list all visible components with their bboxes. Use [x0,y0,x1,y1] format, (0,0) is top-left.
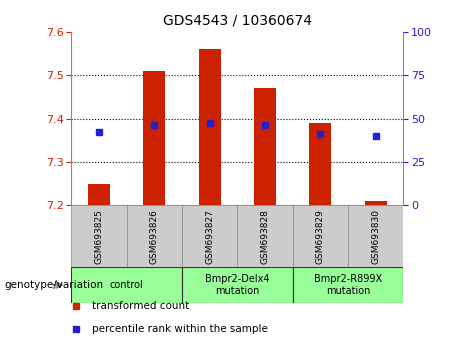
Bar [293,205,348,267]
Bar [309,123,331,205]
Bar [127,205,182,267]
Bar [348,205,403,267]
Bar [71,267,182,303]
Text: Bmpr2-R899X
mutation: Bmpr2-R899X mutation [314,274,382,296]
Text: transformed count: transformed count [92,301,189,311]
Bar [88,184,110,205]
Text: GSM693827: GSM693827 [205,209,214,264]
Bar [237,205,293,267]
Bar [71,205,127,267]
Text: GSM693825: GSM693825 [95,209,104,264]
Bar [182,205,237,267]
Bar [293,267,403,303]
Bar [365,201,387,205]
Text: Bmpr2-Delx4
mutation: Bmpr2-Delx4 mutation [205,274,270,296]
Text: GSM693828: GSM693828 [260,209,270,264]
Bar [254,88,276,205]
Text: GSM693829: GSM693829 [316,209,325,264]
Bar [199,49,221,205]
Text: control: control [110,280,144,290]
Text: genotype/variation: genotype/variation [5,280,104,290]
Bar [182,267,293,303]
Title: GDS4543 / 10360674: GDS4543 / 10360674 [163,14,312,28]
Text: GSM693826: GSM693826 [150,209,159,264]
Bar [143,71,165,205]
Text: GSM693830: GSM693830 [371,209,380,264]
Text: percentile rank within the sample: percentile rank within the sample [92,324,268,334]
